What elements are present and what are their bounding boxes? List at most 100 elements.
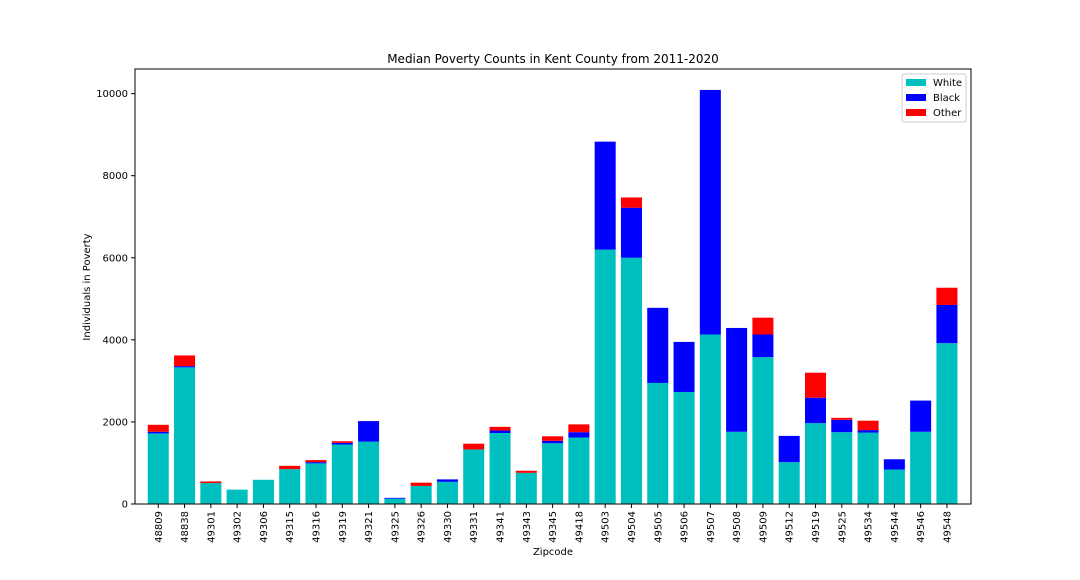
bar-black-49503 [594, 141, 616, 250]
bar-other-48809 [147, 424, 169, 432]
plot-frame [134, 68, 972, 505]
bar-white-49343 [515, 472, 537, 504]
bar-black-49505 [647, 307, 669, 383]
bar-white-49341 [489, 433, 511, 504]
legend-label-white: White [933, 78, 962, 89]
bar-black-49316 [305, 462, 327, 464]
x-tick-label: 49544 [890, 511, 901, 543]
x-tick-label: 49534 [864, 511, 875, 543]
y-tick-label: 8000 [103, 171, 128, 182]
bar-white-49330 [436, 481, 458, 504]
bar-black-49509 [752, 334, 774, 358]
x-tick-label: 49341 [496, 511, 507, 543]
x-tick-label: 49302 [233, 511, 244, 543]
bar-white-49326 [410, 485, 432, 504]
bar-white-49546 [910, 431, 932, 504]
bar-white-49503 [594, 249, 616, 504]
bar-other-49345 [542, 436, 564, 441]
bar-white-49331 [463, 449, 485, 504]
x-tick-label: 49503 [601, 511, 612, 543]
y-tick-label: 2000 [103, 417, 128, 428]
bar-other-49519 [804, 372, 827, 398]
x-tick-label: 49508 [732, 511, 743, 543]
x-tick-label: 49319 [338, 511, 349, 543]
x-tick-label: 49509 [758, 511, 769, 543]
bar-white-49548 [936, 343, 958, 504]
bar-other-49316 [305, 460, 327, 463]
bar-black-48809 [147, 431, 169, 434]
bar-black-49508 [726, 327, 748, 432]
x-tick-label: 49506 [680, 511, 691, 543]
x-tick-label: 49512 [785, 511, 796, 543]
bar-black-48838 [174, 366, 196, 368]
x-tick-label: 49315 [285, 511, 296, 543]
x-tick-label: 49316 [312, 511, 323, 543]
bar-other-49504 [620, 197, 642, 208]
x-tick-label: 49505 [653, 511, 664, 543]
x-tick-label: 48809 [154, 511, 165, 543]
bar-black-49546 [910, 400, 932, 432]
bar-other-49525 [831, 417, 853, 420]
bar-white-49507 [699, 334, 721, 504]
bar-black-49330 [436, 479, 458, 482]
bar-white-49534 [857, 432, 879, 504]
x-tick-label: 49306 [259, 511, 270, 543]
bar-white-49519 [804, 423, 827, 504]
bar-black-49548 [936, 304, 958, 344]
bar-white-49316 [305, 463, 327, 504]
x-tick-label: 49301 [206, 511, 217, 543]
legend-label-other: Other [933, 108, 962, 119]
x-tick-label: 49343 [522, 511, 533, 543]
x-tick-label: 49507 [706, 511, 717, 543]
y-tick-label: 4000 [103, 335, 128, 346]
bar-other-49301 [200, 481, 222, 484]
legend-swatch-black [906, 94, 926, 101]
x-tick-label: 49548 [942, 511, 953, 543]
legend: White Black Other [901, 73, 967, 123]
bar-white-49504 [620, 257, 642, 504]
x-tick-label: 49546 [916, 511, 927, 543]
chart-title: Median Poverty Counts in Kent County fro… [387, 52, 719, 66]
bar-white-49509 [752, 357, 774, 504]
bar-white-49319 [331, 444, 353, 504]
x-axis: 48809 48838 49301 49302 49306 49315 49316 49319… [154, 504, 953, 543]
x-tick-label: 49418 [574, 511, 585, 543]
bar-other-49326 [410, 482, 432, 486]
bar-white-48838 [174, 367, 196, 504]
bar-white-49301 [200, 483, 222, 504]
bar-other-49341 [489, 426, 511, 431]
bar-other-48838 [174, 355, 196, 367]
y-tick-label: 10000 [96, 89, 128, 100]
bar-white-49544 [883, 469, 905, 504]
x-tick-label: 48838 [180, 511, 191, 543]
bar-white-49306 [252, 479, 274, 504]
bar-other-49418 [568, 424, 590, 433]
x-tick-label: 49321 [364, 511, 375, 543]
x-tick-label: 49330 [443, 511, 454, 543]
bar-white-49302 [226, 489, 248, 504]
bar-black-49325 [384, 497, 406, 499]
bar-other-49534 [857, 420, 879, 431]
legend-swatch-other [906, 109, 926, 116]
bar-other-49343 [515, 470, 537, 473]
bar-black-49345 [542, 440, 564, 444]
bar-black-49504 [620, 207, 642, 258]
y-tick-label: 0 [122, 500, 128, 511]
x-tick-label: 49325 [390, 511, 401, 543]
bar-white-49315 [279, 469, 301, 504]
x-tick-label: 49504 [627, 511, 638, 543]
x-tick-label: 49519 [811, 511, 822, 543]
bar-black-49534 [857, 430, 879, 433]
bar-black-49507 [699, 89, 721, 335]
bar-white-49512 [778, 462, 800, 504]
bar-white-49508 [726, 431, 748, 504]
x-tick-label: 49331 [469, 511, 480, 543]
bar-white-49505 [647, 382, 669, 504]
bar-other-49509 [752, 317, 774, 335]
bar-white-49525 [831, 432, 853, 504]
bar-other-49548 [936, 287, 958, 305]
bar-black-49341 [489, 430, 511, 433]
bar-other-49331 [463, 443, 485, 450]
